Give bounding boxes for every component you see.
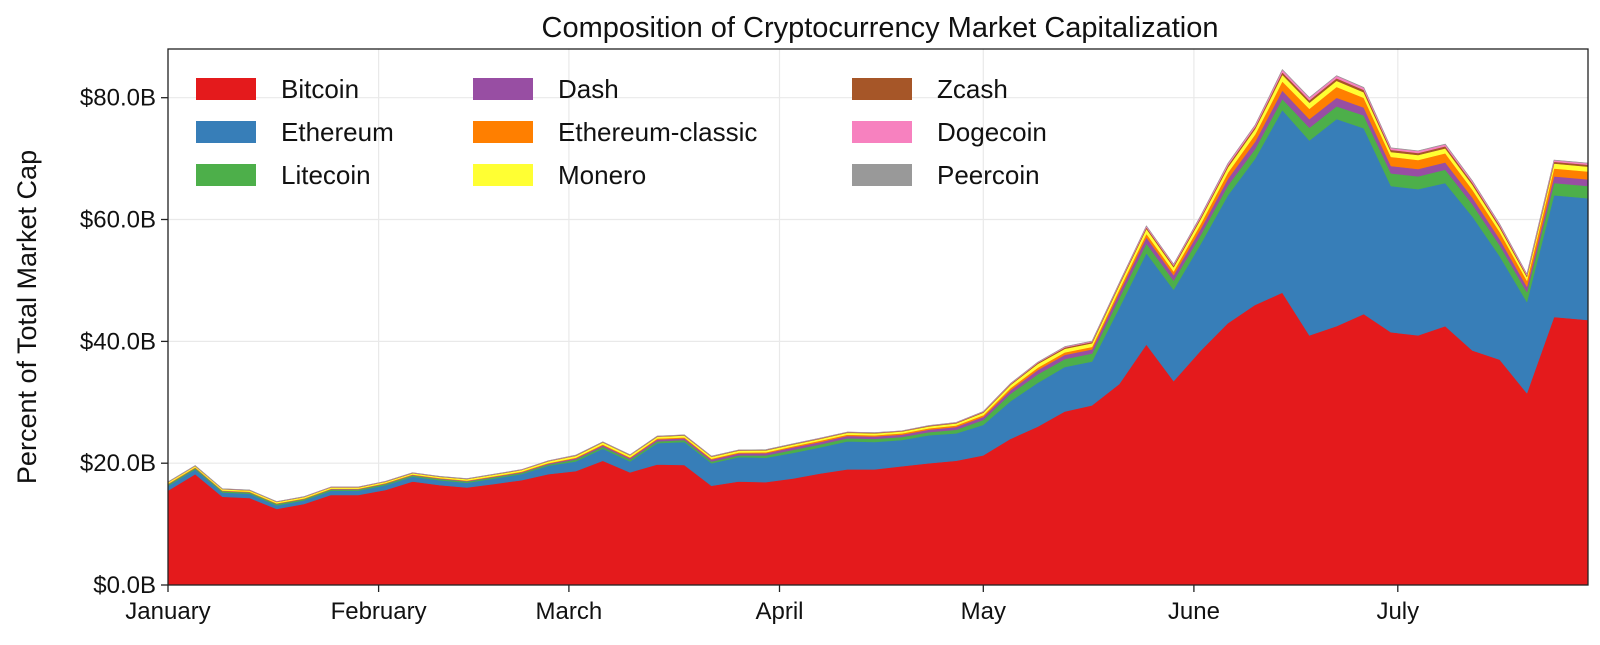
legend-item-zcash: Zcash: [852, 74, 1008, 104]
legend-label-ethereum: Ethereum: [281, 117, 394, 147]
legend-swatch-ethereum: [196, 121, 256, 143]
legend-swatch-ethereum-classic: [473, 121, 533, 143]
legend-item-dogecoin: Dogecoin: [852, 117, 1047, 147]
legend-item-monero: Monero: [473, 160, 646, 190]
chart-title: Composition of Cryptocurrency Market Cap…: [542, 12, 1219, 44]
x-tick-label-march: March: [536, 598, 603, 625]
legend-item-ethereum: Ethereum: [196, 117, 394, 147]
x-tick-label-may: May: [961, 598, 1006, 625]
legend-label-dogecoin: Dogecoin: [937, 117, 1047, 147]
legend-swatch-dash: [473, 78, 533, 100]
y-tick-label: $0.0B: [93, 572, 156, 599]
y-tick-label: $60.0B: [80, 207, 156, 234]
x-tick-label-february: February: [331, 598, 427, 625]
legend-swatch-dogecoin: [852, 121, 912, 143]
y-axis-label: Percent of Total Market Cap: [12, 150, 42, 484]
x-axis: January February March April May June July: [125, 585, 1419, 625]
y-axis: $0.0B $20.0B $40.0B $60.0B $80.0B: [80, 85, 168, 599]
legend-item-ethereum-classic: Ethereum-classic: [473, 117, 757, 147]
x-tick-label-april: April: [755, 598, 803, 625]
legend-swatch-bitcoin: [196, 78, 256, 100]
y-tick-label: $40.0B: [80, 328, 156, 355]
x-tick-label-june: June: [1168, 598, 1220, 625]
legend-label-zcash: Zcash: [937, 74, 1008, 104]
legend-item-bitcoin: Bitcoin: [196, 74, 359, 104]
y-tick-label: $80.0B: [80, 85, 156, 112]
legend-label-ethereum-classic: Ethereum-classic: [558, 117, 757, 147]
legend: Bitcoin Ethereum Litecoin Dash Ethereum-clas…: [196, 74, 1047, 190]
x-tick-label-july: July: [1376, 598, 1419, 625]
legend-label-peercoin: Peercoin: [937, 160, 1040, 190]
legend-swatch-peercoin: [852, 164, 912, 186]
legend-swatch-zcash: [852, 78, 912, 100]
x-tick-label-january: January: [125, 598, 210, 625]
legend-label-monero: Monero: [558, 160, 646, 190]
legend-item-litecoin: Litecoin: [196, 160, 371, 190]
legend-item-peercoin: Peercoin: [852, 160, 1040, 190]
legend-label-bitcoin: Bitcoin: [281, 74, 359, 104]
legend-label-dash: Dash: [558, 74, 619, 104]
legend-swatch-monero: [473, 164, 533, 186]
legend-swatch-litecoin: [196, 164, 256, 186]
y-tick-label: $20.0B: [80, 450, 156, 477]
legend-label-litecoin: Litecoin: [281, 160, 371, 190]
legend-item-dash: Dash: [473, 74, 619, 104]
